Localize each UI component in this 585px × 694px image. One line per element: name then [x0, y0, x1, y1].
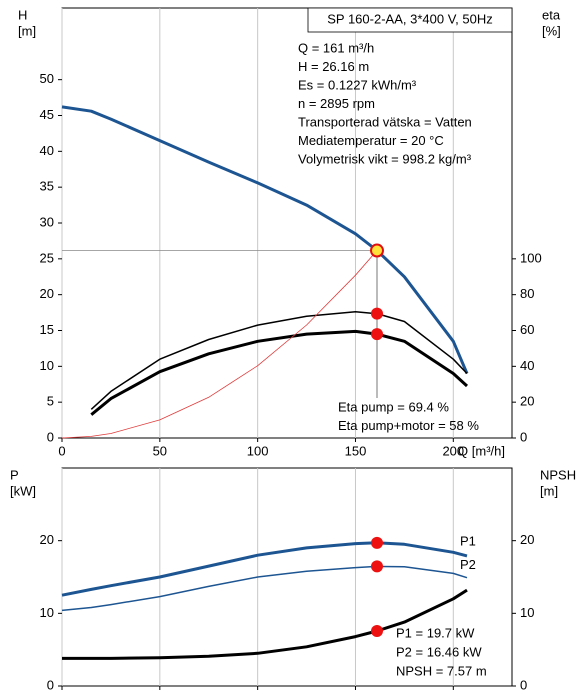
- x-tick-label: 0: [58, 443, 65, 458]
- y2-tick-label: 100: [520, 250, 542, 265]
- y2-tick-label: 60: [520, 322, 534, 337]
- y2-tick-label: 20: [520, 532, 534, 547]
- y-tick-label: 45: [40, 107, 54, 122]
- curve: [61, 105, 469, 375]
- y2-tick-label: 0: [520, 677, 527, 692]
- series-label: P1: [460, 533, 476, 548]
- y2-tick-label: 10: [520, 605, 534, 620]
- curve: [61, 541, 468, 597]
- y2-axis-label: [%]: [542, 23, 561, 38]
- y-axis-label: P: [10, 467, 19, 482]
- info-line: Volymetrisk vikt = 998.2 kg/m³: [298, 151, 472, 166]
- operating-point: [370, 243, 384, 258]
- curve: [62, 588, 468, 660]
- y2-axis-label: eta: [542, 7, 561, 22]
- y2-tick-label: 0: [520, 429, 527, 444]
- operating-point: [371, 560, 383, 573]
- info-line: Es = 0.1227 kWh/m³: [298, 77, 417, 92]
- x-axis-label: Q [m³/h]: [458, 443, 505, 458]
- annotation: NPSH = 7.57 m: [396, 663, 487, 678]
- info-line: Mediatemperatur = 20 °C: [298, 133, 444, 148]
- operating-point: [371, 624, 383, 637]
- plot-frame: [61, 7, 513, 439]
- y2-axis-label: NPSH: [540, 467, 576, 482]
- y2-tick-label: 40: [520, 358, 534, 373]
- annotation: Eta pump = 69.4 %: [338, 399, 449, 414]
- y-axis-label: H: [18, 7, 27, 22]
- x-tick-label: 150: [345, 443, 367, 458]
- y-tick-label: 5: [47, 394, 54, 409]
- x-tick-label: 200: [442, 443, 464, 458]
- y-axis-label: [kW]: [10, 483, 36, 498]
- y-tick-label: 0: [47, 429, 54, 444]
- info-line: H = 26.16 m: [298, 59, 369, 74]
- y-tick-label: 20: [40, 286, 54, 301]
- annotation: Eta pump+motor = 58 %: [338, 418, 479, 433]
- y-tick-label: 0: [47, 677, 54, 692]
- info-line: Transporterad vätska = Vatten: [298, 114, 472, 129]
- y2-tick-label: 20: [520, 394, 534, 409]
- y-tick-label: 20: [40, 532, 54, 547]
- info-line: n = 2895 rpm: [298, 96, 375, 111]
- curve: [61, 250, 378, 439]
- annotation: P1 = 19.7 kW: [396, 625, 475, 640]
- y-tick-label: 35: [40, 179, 54, 194]
- model-box: [307, 7, 513, 33]
- series-label: P2: [460, 557, 476, 572]
- operating-point: [371, 536, 383, 549]
- y-tick-label: 10: [40, 358, 54, 373]
- annotation: P2 = 16.46 kW: [396, 644, 482, 659]
- curve: [90, 310, 468, 410]
- operating-point: [371, 307, 383, 320]
- y-tick-label: 50: [40, 71, 54, 86]
- y-tick-label: 40: [40, 143, 54, 158]
- y2-axis-label: [m]: [540, 483, 558, 498]
- y-tick-label: 10: [40, 605, 54, 620]
- operating-point: [371, 328, 383, 341]
- x-tick-label: 100: [247, 443, 269, 458]
- y-tick-label: 30: [40, 214, 54, 229]
- y-tick-label: 15: [40, 322, 54, 337]
- model-label: SP 160-2-AA, 3*400 V, 50Hz: [327, 11, 493, 26]
- curve: [90, 329, 469, 416]
- y-tick-label: 25: [40, 250, 54, 265]
- y2-tick-label: 80: [520, 286, 534, 301]
- y-axis-label: [m]: [18, 23, 36, 38]
- info-line: Q = 161 m³/h: [298, 40, 374, 55]
- curve: [61, 565, 468, 612]
- x-tick-label: 50: [153, 443, 167, 458]
